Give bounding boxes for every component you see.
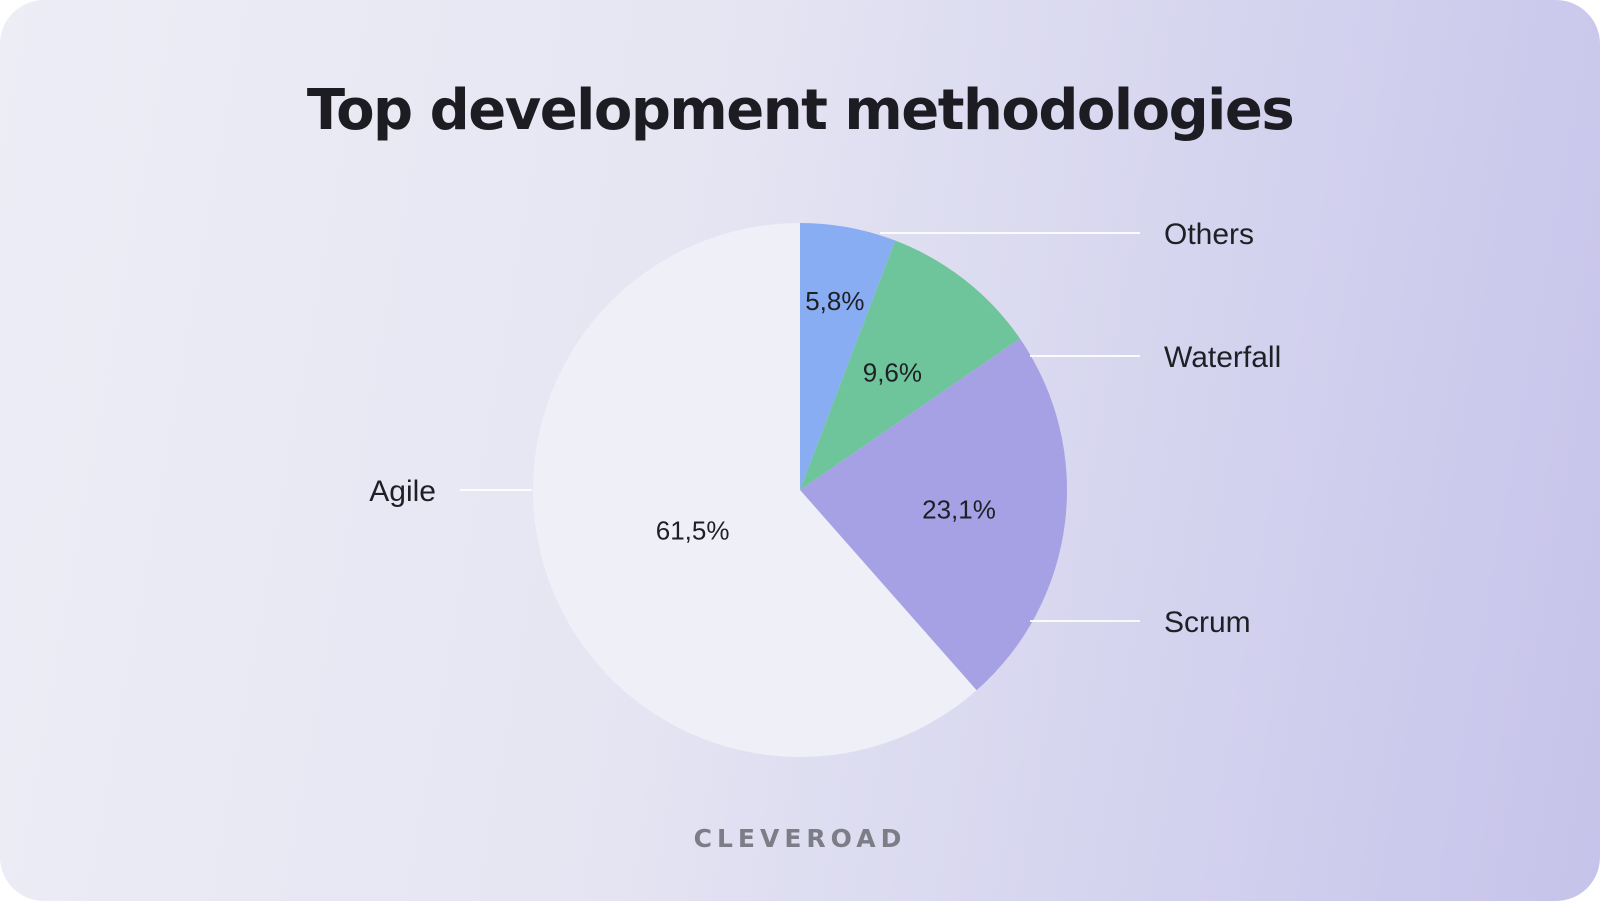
- leader-lines: [460, 232, 1140, 622]
- value-label-others: 5,8%: [805, 286, 864, 316]
- category-label-scrum: Scrum: [1164, 606, 1251, 639]
- category-label-waterfall: Waterfall: [1164, 341, 1281, 374]
- chart-title: Top development methodologies: [306, 78, 1295, 143]
- value-label-agile: 61,5%: [656, 516, 730, 546]
- pie-slices: [532, 223, 1067, 758]
- pie-slice-others: [800, 223, 896, 490]
- pie-slice-waterfall: [800, 240, 1020, 490]
- pie-slice-agile: [532, 223, 977, 758]
- brand-logo-text: CLEVEROAD: [693, 824, 907, 853]
- category-labels: Others Waterfall Scrum Agile: [369, 218, 1281, 639]
- value-label-waterfall: 9,6%: [863, 357, 922, 387]
- category-label-agile: Agile: [369, 475, 436, 508]
- category-label-others: Others: [1164, 218, 1254, 251]
- value-label-scrum: 23,1%: [922, 495, 996, 525]
- value-labels: 5,8% 9,6% 23,1% 61,5%: [656, 286, 996, 546]
- pie-slice-scrum: [800, 338, 1067, 691]
